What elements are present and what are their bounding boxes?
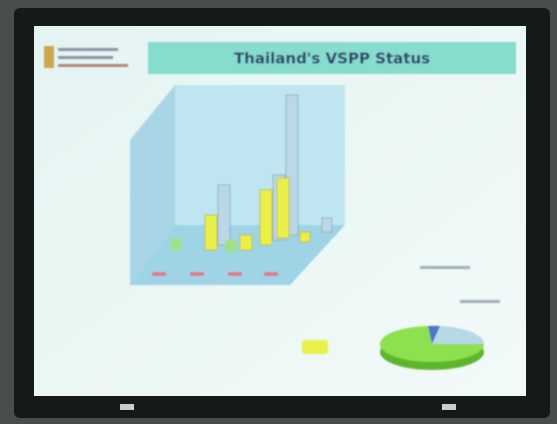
pie-label: [460, 300, 500, 303]
logo-text: [58, 56, 113, 59]
bar: [277, 178, 289, 238]
bar: [260, 190, 272, 245]
logo-text: [58, 64, 128, 67]
floor-bar: [264, 272, 278, 276]
legend-swatch: [302, 340, 328, 354]
projector-light: [120, 404, 134, 410]
bar: [322, 218, 332, 232]
bar: [300, 232, 310, 242]
slide-title: Thailand's VSPP Status: [234, 50, 430, 68]
floor-bar: [152, 272, 166, 276]
floor-bar: [228, 272, 242, 276]
photo: Thailand's VSPP Status: [0, 0, 557, 424]
bar: [218, 185, 230, 245]
page: {"slide": {"title": "Thailand's VSPP Sta…: [0, 0, 557, 424]
bar: [240, 235, 252, 250]
logo-text: [58, 48, 118, 51]
bar: [205, 215, 217, 250]
pie-label: [420, 266, 470, 269]
bar: [225, 240, 237, 252]
bar: [170, 238, 182, 250]
projector-light: [442, 404, 456, 410]
floor-bar: [190, 272, 204, 276]
logo-icon: [44, 46, 54, 68]
